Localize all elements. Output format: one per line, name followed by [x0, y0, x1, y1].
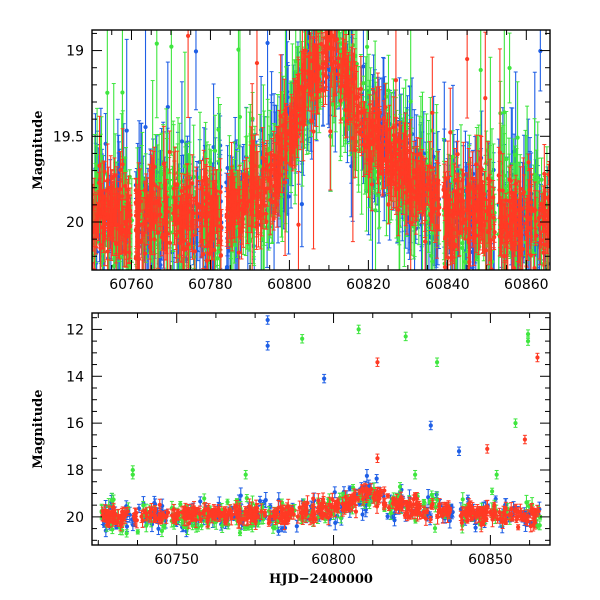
data-point: [105, 204, 110, 231]
data-point: [336, 30, 341, 34]
data-point: [123, 209, 128, 256]
data-point: [156, 522, 161, 536]
data-point: [296, 170, 301, 270]
data-point: [117, 180, 122, 213]
data-point: [513, 418, 518, 428]
data-point: [300, 334, 305, 344]
data-point: [375, 453, 380, 464]
y-axis-title: Magnitude: [31, 389, 46, 468]
data-point: [364, 30, 370, 101]
x-tick-label: 60780: [188, 277, 233, 293]
data-point: [374, 474, 379, 484]
data-point: [193, 30, 199, 111]
data-point: [244, 494, 249, 503]
data-point: [243, 469, 248, 480]
top-panel: 60760 60780 60800 60820 60840 60860 19 19.5 20 Ma…: [31, 0, 551, 293]
data-point: [135, 529, 140, 535]
x-tick-label: 60820: [346, 277, 391, 293]
data-point: [432, 523, 438, 533]
data-point: [332, 486, 337, 499]
data-point: [112, 157, 117, 195]
y-tick-label: 12: [66, 322, 84, 338]
x-tick-label: 60840: [425, 277, 470, 293]
data-point: [326, 30, 331, 32]
y-tick-label: 20: [66, 215, 84, 231]
data-point: [375, 357, 380, 367]
data-point: [237, 529, 243, 537]
data-point: [262, 512, 267, 518]
data-point: [225, 498, 230, 506]
x-tick-label: 60800: [311, 552, 356, 568]
data-point: [324, 30, 329, 34]
data-point: [185, 30, 191, 118]
x-tick-label: 60850: [468, 552, 513, 568]
data-point: [465, 30, 470, 119]
data-point: [535, 352, 540, 363]
data-point: [516, 524, 521, 531]
data-point: [327, 2, 331, 29]
y-tick-label: 19.5: [53, 129, 84, 145]
data-point: [428, 420, 433, 431]
data-point: [403, 331, 408, 342]
bottom-panel: 60750 60800 60850 12 14 16 18 20 Magnitude HJD−24…: [31, 312, 551, 587]
data-point: [334, 0, 338, 4]
data-point: [198, 496, 203, 507]
data-point: [265, 315, 270, 325]
data-point: [507, 32, 512, 104]
data-point: [494, 469, 499, 480]
data-point: [434, 357, 440, 367]
data-point: [325, 11, 329, 25]
data-point: [154, 30, 159, 119]
data-point: [104, 180, 110, 202]
data-point: [165, 61, 170, 153]
data-point: [127, 195, 132, 248]
data-point: [483, 31, 488, 165]
x-tick-label: 60800: [267, 277, 312, 293]
data-point: [456, 446, 462, 456]
y-tick-label: 20: [66, 510, 84, 526]
data-point: [102, 161, 107, 183]
data-point: [94, 214, 99, 249]
data-point: [121, 205, 126, 254]
data-points: [99, 315, 543, 538]
data-point: [202, 493, 207, 504]
data-point: [92, 183, 95, 234]
data-point: [127, 241, 132, 264]
y-tick-label: 18: [66, 463, 84, 479]
data-point: [522, 434, 528, 445]
y-tick-label: 16: [66, 416, 84, 432]
data-point: [118, 151, 123, 189]
data-point: [113, 193, 118, 255]
data-point: [489, 487, 495, 496]
data-point: [265, 341, 270, 351]
x-tick-label: 60860: [504, 277, 549, 293]
data-point: [413, 469, 418, 480]
data-point: [356, 324, 361, 335]
x-tick-label: 60760: [109, 277, 154, 293]
data-point: [485, 444, 490, 454]
y-tick-label: 19: [66, 44, 84, 60]
data-point: [325, 30, 330, 34]
x-tick-label: 60750: [154, 552, 199, 568]
data-point: [110, 516, 115, 522]
data-point: [325, 0, 329, 24]
data-point: [322, 373, 327, 384]
data-point: [327, 0, 331, 29]
y-axis-title: Magnitude: [31, 110, 46, 189]
x-axis-title: HJD−2400000: [269, 572, 373, 587]
data-point: [443, 501, 449, 507]
y-tick-label: 14: [66, 369, 84, 385]
data-point: [123, 172, 128, 200]
data-points: [92, 0, 550, 270]
data-point: [124, 529, 129, 538]
data-point: [199, 521, 204, 531]
data-point: [130, 469, 135, 480]
